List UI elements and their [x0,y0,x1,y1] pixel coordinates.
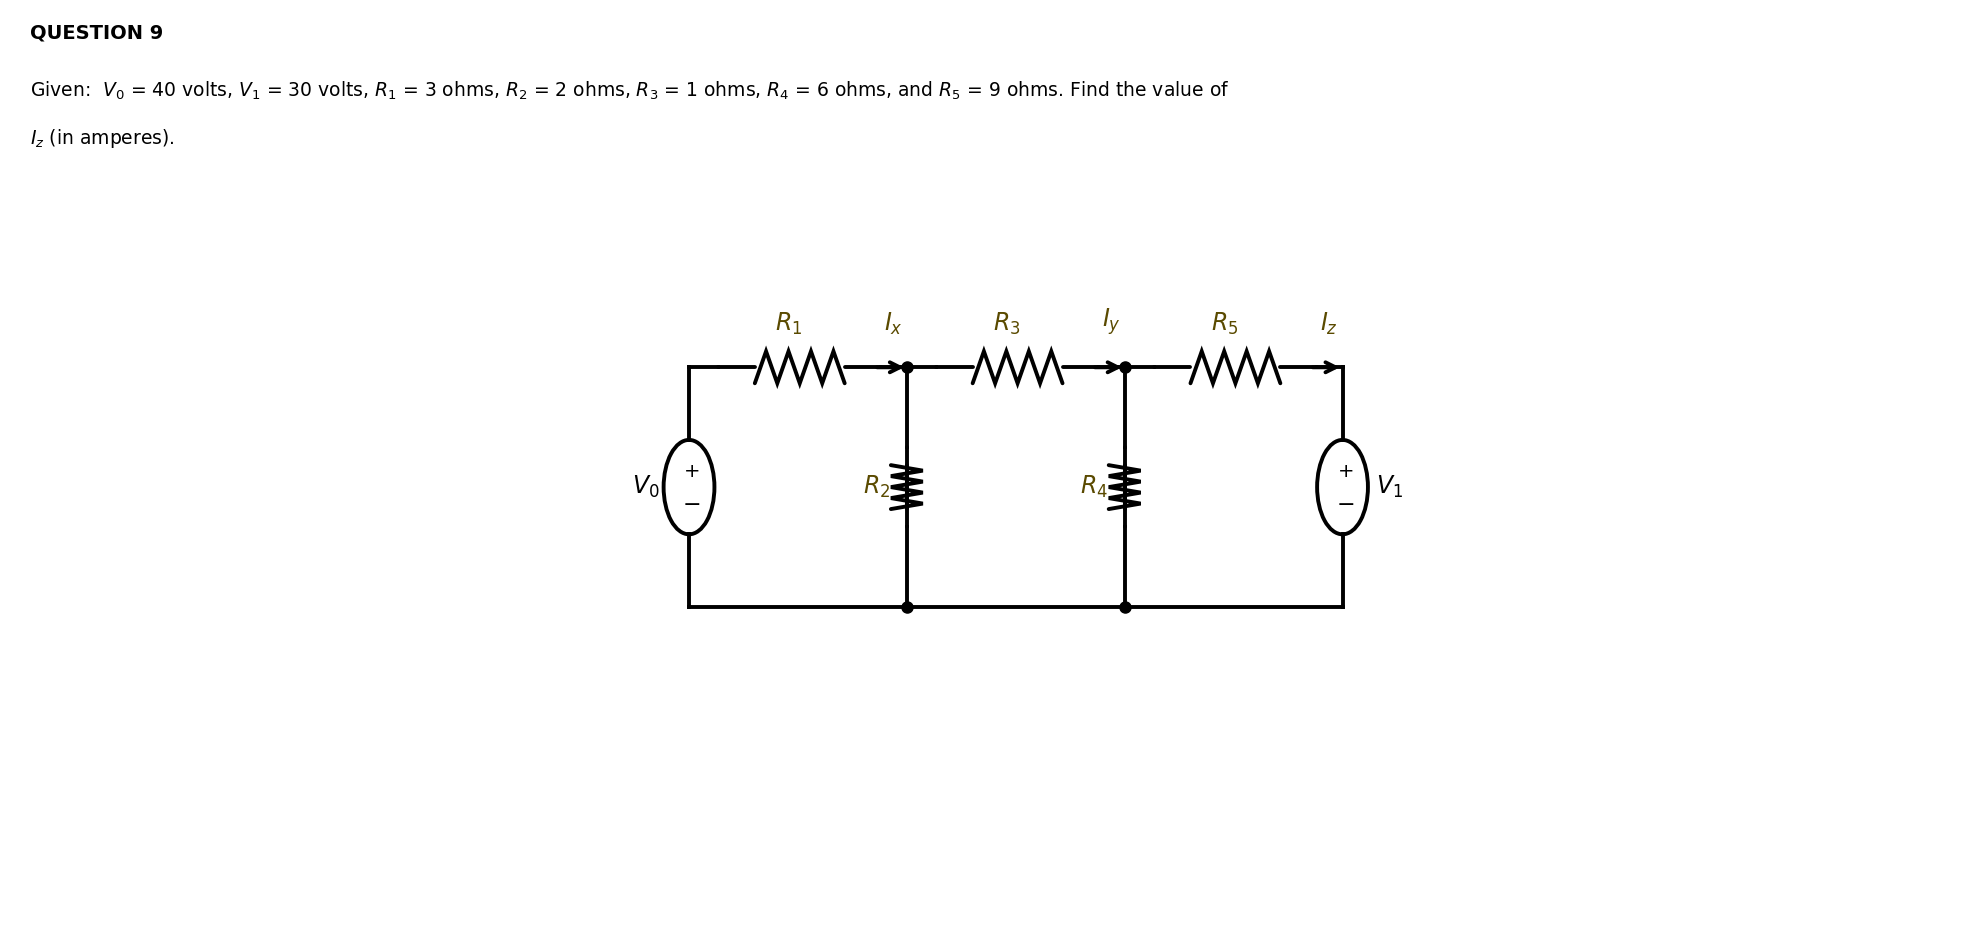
Text: $V_0$: $V_0$ [632,474,660,500]
Text: $R_1$: $R_1$ [775,310,803,337]
Text: $R_2$: $R_2$ [862,474,890,500]
Text: $V_1$: $V_1$ [1376,474,1403,500]
Text: $I_z$ (in amperes).: $I_z$ (in amperes). [30,127,174,150]
Text: $I_y$: $I_y$ [1102,306,1122,337]
Text: $+$: $+$ [1336,462,1354,481]
Text: $I_x$: $I_x$ [884,310,904,337]
Text: QUESTION 9: QUESTION 9 [30,24,163,42]
Text: $R_4$: $R_4$ [1080,474,1108,500]
Text: $+$: $+$ [684,462,700,481]
Text: Given:  $V_0$ = 40 volts, $V_1$ = 30 volts, $R_1$ = 3 ohms, $R_2$ = 2 ohms, $R_3: Given: $V_0$ = 40 volts, $V_1$ = 30 volt… [30,80,1229,103]
Text: $R_5$: $R_5$ [1211,310,1239,337]
Text: $-$: $-$ [682,493,700,513]
Text: $-$: $-$ [1336,493,1354,513]
Text: $R_3$: $R_3$ [993,310,1021,337]
Text: $I_z$: $I_z$ [1320,310,1338,337]
